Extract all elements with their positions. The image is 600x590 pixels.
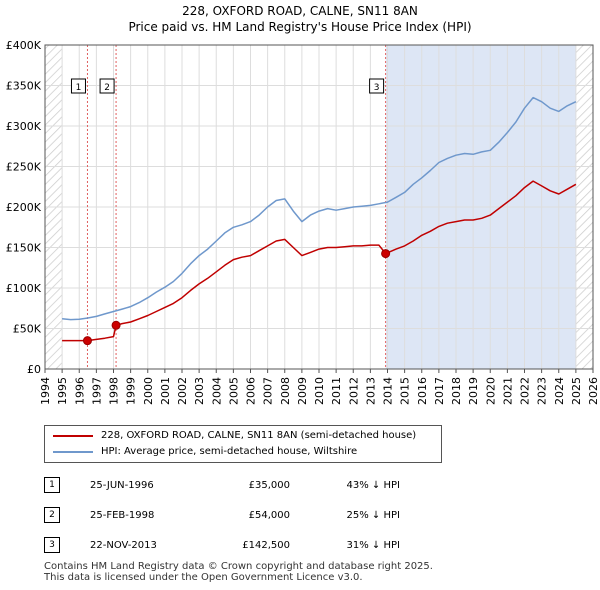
x-tick-label: 2016 [416, 377, 429, 405]
x-tick-label: 2019 [467, 377, 480, 405]
sale-point [111, 320, 121, 330]
x-tick-label: 2004 [210, 377, 223, 405]
sale-label-box [369, 78, 385, 94]
x-tick-label: 2026 [587, 377, 600, 405]
y-tick-label: £0 [27, 363, 41, 376]
x-tick-label: 2008 [279, 377, 292, 405]
x-tick-label: 2010 [313, 377, 326, 405]
footer: Contains HM Land Registry data © Crown c… [44, 561, 433, 583]
x-tick-label: 2014 [382, 377, 395, 405]
y-tick-label: £350K [6, 80, 42, 93]
sale-label-number: 2 [104, 83, 110, 93]
table-row: 1 25-JUN-1996 £35,000 43% ↓ HPI [44, 470, 400, 500]
legend: 228, OXFORD ROAD, CALNE, SN11 8AN (semi-… [44, 425, 442, 463]
sale-price: £35,000 [248, 479, 290, 491]
sale-label-number: 1 [76, 83, 82, 93]
sale-label-number: 3 [374, 83, 380, 93]
x-tick-label: 2023 [536, 377, 549, 405]
sale-price: £54,000 [248, 509, 290, 521]
x-tick-label: 1997 [90, 377, 103, 405]
sale-hpi-diff: 43% ↓ HPI [346, 479, 400, 491]
footer-copyright: Contains HM Land Registry data © Crown c… [44, 561, 433, 572]
y-tick-label: £250K [6, 161, 42, 174]
x-tick-label: 2003 [193, 377, 206, 405]
price-chart: £0 £50K £100K £150K £200K £250K £300K £350K £400… [6, 39, 600, 405]
sale-point [381, 249, 391, 259]
x-tick-label: 2021 [501, 377, 514, 405]
footer-license: This data is licensed under the Open Gov… [44, 572, 363, 583]
x-tick-label: 2025 [570, 377, 583, 405]
sale-label-box [99, 78, 115, 94]
y-tick-label: £200K [6, 201, 42, 214]
x-tick-label: 1994 [39, 377, 52, 405]
x-tick-label: 2009 [296, 377, 309, 405]
sale-date: 25-FEB-1998 [90, 509, 155, 521]
sale-label-box [70, 78, 86, 94]
sale-hpi-diff: 31% ↓ HPI [346, 539, 400, 551]
x-tick-label: 2002 [176, 377, 189, 405]
x-tick-label: 2005 [227, 377, 240, 405]
x-tick-label: 2011 [330, 377, 343, 405]
x-tick-label: 1995 [56, 377, 69, 405]
table-row: 2 25-FEB-1998 £54,000 25% ↓ HPI [44, 500, 400, 530]
x-tick-label: 1996 [73, 377, 86, 405]
y-tick-label: £100K [6, 282, 42, 295]
legend-hpi-label: HPI: Average price, semi-detached house,… [101, 446, 358, 457]
chart-title: 228, OXFORD ROAD, CALNE, SN11 8AN [182, 4, 418, 18]
sale-number-badge: 2 [44, 507, 60, 523]
x-tick-label: 2001 [159, 377, 172, 405]
legend-property-label: 228, OXFORD ROAD, CALNE, SN11 8AN (semi-… [101, 430, 417, 441]
hpi-series-line [62, 96, 577, 321]
sale-price: £142,500 [242, 539, 290, 551]
y-tick-label: £150K [6, 242, 42, 255]
x-tick-label: 2017 [433, 377, 446, 405]
y-tick-label: £300K [6, 120, 42, 133]
y-tick-label: £400K [6, 39, 42, 52]
sale-number-badge: 3 [44, 537, 60, 553]
y-tick-label: £50K [13, 323, 42, 336]
x-tick-label: 2012 [347, 377, 360, 405]
chart-subtitle: Price paid vs. HM Land Registry's House … [128, 20, 472, 34]
table-row: 3 22-NOV-2013 £142,500 31% ↓ HPI [44, 530, 400, 560]
x-tick-label: 2006 [245, 377, 258, 405]
x-tick-label: 2007 [262, 377, 275, 405]
x-tick-label: 2020 [484, 377, 497, 405]
x-tick-label: 1998 [108, 377, 121, 405]
x-tick-label: 2015 [399, 377, 412, 405]
property-series-line [62, 180, 577, 342]
x-tick-label: 1999 [125, 377, 138, 405]
sale-date: 22-NOV-2013 [90, 539, 157, 551]
x-tick-label: 2022 [519, 377, 532, 405]
sale-point [82, 336, 92, 346]
transactions-table: 1 25-JUN-1996 £35,000 43% ↓ HPI 2 25-FEB… [44, 470, 400, 560]
plot-frame [44, 44, 594, 370]
legend-hpi-swatch [53, 451, 93, 453]
x-tick-label: 2024 [553, 377, 566, 405]
sale-hpi-diff: 25% ↓ HPI [346, 509, 400, 521]
x-tick-label: 2013 [364, 377, 377, 405]
legend-property-swatch [53, 435, 93, 437]
x-tick-label: 2018 [450, 377, 463, 405]
x-tick-label: 2000 [142, 377, 155, 405]
sale-number-badge: 1 [44, 477, 60, 493]
sale-date: 25-JUN-1996 [90, 479, 154, 491]
